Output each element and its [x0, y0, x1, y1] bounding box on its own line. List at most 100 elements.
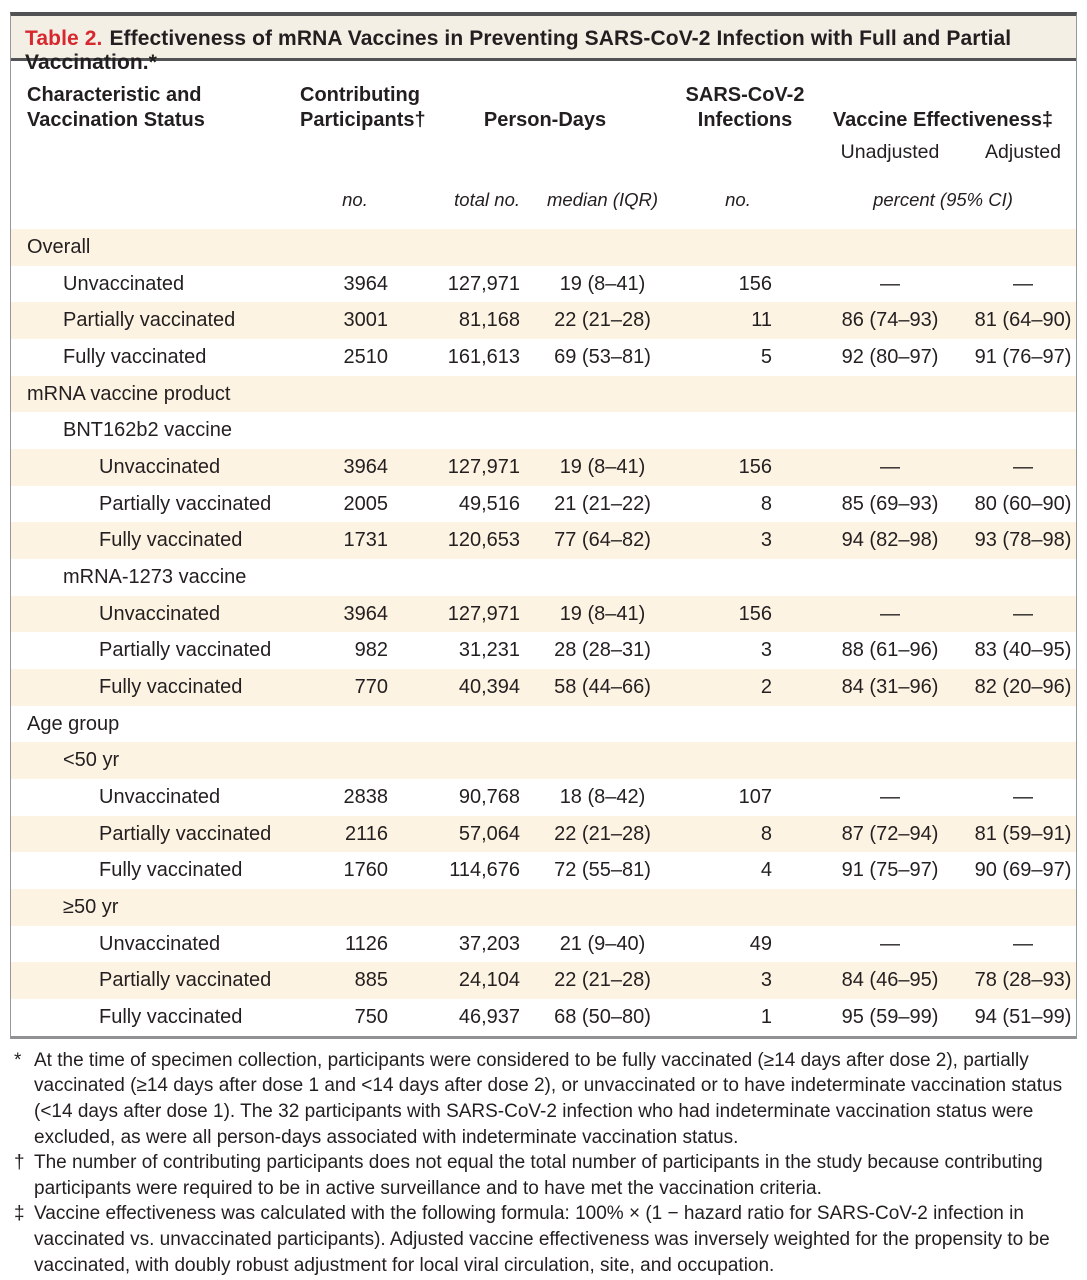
table-title-text: Effectiveness of mRNA Vaccines in Preven… — [25, 27, 1012, 74]
cell-person-days-median-iqr: 22 (21–28) — [554, 309, 651, 332]
table-row: Unvaccinated 3964 127,971 19 (8–41) 156 … — [11, 449, 1076, 486]
footnote-double-dagger: ‡ Vaccine effectiveness was calculated w… — [12, 1201, 1075, 1278]
cell-ve-unadjusted: — — [880, 455, 900, 478]
cell-ve-adjusted: 81 (64–90) — [974, 309, 1072, 332]
cell-contributing-participants: 1731 — [343, 529, 389, 552]
cell-contributing-participants: 982 — [354, 639, 388, 662]
cell-person-days-median-iqr: 58 (44–66) — [554, 675, 651, 698]
row-label: ≥50 yr — [63, 895, 119, 918]
col-subheader-unadjusted: Unadjusted — [840, 140, 940, 163]
cell-ve-unadjusted: 91 (75–97) — [841, 859, 939, 882]
cell-contributing-participants: 885 — [354, 969, 388, 992]
cell-contributing-participants: 770 — [354, 675, 388, 698]
cell-ve-adjusted: 93 (78–98) — [974, 529, 1072, 552]
cell-person-days-median-iqr: 69 (53–81) — [554, 345, 651, 368]
table-row: Partially vaccinated 2005 49,516 21 (21–… — [11, 486, 1076, 523]
cell-ve-adjusted: — — [1013, 602, 1033, 625]
cell-infections: 4 — [760, 859, 772, 882]
cell-person-days-total: 161,613 — [447, 345, 520, 368]
table-row: Fully vaccinated 770 40,394 58 (44–66) 2… — [11, 669, 1076, 706]
cell-person-days-total: 57,064 — [458, 822, 520, 845]
footnote-asterisk: * At the time of specimen collection, pa… — [12, 1048, 1075, 1150]
cell-person-days-median-iqr: 22 (21–28) — [554, 822, 651, 845]
row-label: Partially vaccinated — [99, 969, 272, 992]
cell-infections: 2 — [760, 675, 772, 698]
cell-person-days-total: 127,971 — [447, 272, 520, 295]
cell-ve-unadjusted: 85 (69–93) — [841, 492, 939, 515]
cell-ve-unadjusted: 94 (82–98) — [841, 529, 939, 552]
cell-person-days-median-iqr: 18 (8–42) — [559, 785, 646, 808]
cell-person-days-median-iqr: 77 (64–82) — [554, 529, 651, 552]
row-label: Fully vaccinated — [63, 345, 207, 368]
table-row: Unvaccinated 1126 37,203 21 (9–40) 49 — … — [11, 926, 1076, 963]
units-percent-ci: percent (95% CI) — [873, 189, 1013, 210]
row-label: Partially vaccinated — [99, 639, 272, 662]
units-infections-no: no. — [725, 189, 751, 210]
cell-contributing-participants: 2116 — [344, 822, 388, 845]
cell-person-days-total: 120,653 — [447, 529, 520, 552]
row-label: Unvaccinated — [99, 455, 221, 478]
header-row-sub: Unadjusted Adjusted — [11, 133, 1076, 171]
cell-person-days-median-iqr: 19 (8–41) — [559, 455, 646, 478]
table-row: Overall — [11, 229, 1076, 266]
cell-infections: 49 — [749, 932, 772, 955]
table2-box: Table 2. Effectiveness of mRNA Vaccines i… — [10, 12, 1077, 1039]
col-header-vaccine-effectiveness: Vaccine Effectiveness‡ — [832, 109, 1054, 131]
cell-infections: 8 — [760, 492, 772, 515]
table-row: Fully vaccinated 750 46,937 68 (50–80) 1… — [11, 999, 1076, 1036]
cell-contributing-participants: 2510 — [343, 345, 389, 368]
cell-ve-unadjusted: — — [880, 785, 900, 808]
cell-person-days-median-iqr: 19 (8–41) — [559, 602, 646, 625]
cell-person-days-total: 49,516 — [458, 492, 520, 515]
row-label: Partially vaccinated — [99, 492, 272, 515]
row-label: mRNA vaccine product — [27, 382, 231, 405]
row-label: Partially vaccinated — [63, 309, 236, 332]
cell-ve-adjusted: 94 (51–99) — [974, 1005, 1072, 1028]
cell-infections: 156 — [738, 272, 772, 295]
row-label: Fully vaccinated — [99, 529, 243, 552]
table-row: Partially vaccinated 982 31,231 28 (28–3… — [11, 632, 1076, 669]
cell-ve-unadjusted: 84 (31–96) — [841, 675, 939, 698]
cell-ve-unadjusted: 84 (46–95) — [841, 969, 939, 992]
row-label: Partially vaccinated — [99, 822, 272, 845]
cell-person-days-total: 31,231 — [458, 639, 520, 662]
footnote-dagger: † The number of contributing participant… — [12, 1150, 1075, 1201]
table-row: BNT162b2 vaccine — [11, 412, 1076, 449]
cell-ve-adjusted: — — [1013, 932, 1033, 955]
cell-ve-adjusted: 78 (28–93) — [974, 969, 1072, 992]
cell-contributing-participants: 750 — [354, 1005, 388, 1028]
table-title: Table 2. Effectiveness of mRNA Vaccines i… — [11, 16, 1076, 74]
footnotes: * At the time of specimen collection, pa… — [12, 1048, 1075, 1278]
cell-person-days-total: 127,971 — [447, 602, 520, 625]
col-subheader-adjusted: Adjusted — [985, 140, 1061, 163]
col-header-characteristic: Characteristic and Vaccination Status — [27, 84, 205, 131]
cell-infections: 156 — [738, 602, 772, 625]
table-row: Age group — [11, 706, 1076, 743]
row-label: Fully vaccinated — [99, 1005, 243, 1028]
cell-person-days-total: 46,937 — [458, 1005, 520, 1028]
table-row: Fully vaccinated 1760 114,676 72 (55–81)… — [11, 852, 1076, 889]
header-row-units: no. total no. median (IQR) no. percent (… — [11, 171, 1076, 229]
table-body: Overall Unvaccinated 3964 127,971 19 (8–… — [11, 229, 1076, 1039]
cell-infections: 8 — [760, 822, 772, 845]
row-label: Age group — [27, 712, 120, 735]
cell-infections: 3 — [760, 529, 772, 552]
table-row: Partially vaccinated 2116 57,064 22 (21–… — [11, 815, 1076, 853]
cell-ve-unadjusted: 86 (74–93) — [841, 309, 939, 332]
cell-infections: 3 — [760, 639, 772, 662]
cell-ve-adjusted: — — [1013, 272, 1033, 295]
footnote-text: The number of contributing participants … — [34, 1152, 1043, 1199]
table-header: Characteristic and Vaccination Status Co… — [11, 61, 1076, 229]
row-label: Unvaccinated — [99, 602, 221, 625]
table-row: Unvaccinated 3964 127,971 19 (8–41) 156 … — [11, 266, 1076, 303]
cell-person-days-median-iqr: 21 (9–40) — [559, 932, 646, 955]
table-number-label: Table 2. — [25, 27, 103, 50]
cell-ve-unadjusted: — — [880, 602, 900, 625]
footnote-marker: † — [14, 1152, 25, 1174]
footnote-marker: ‡ — [14, 1203, 25, 1225]
cell-contributing-participants: 2838 — [343, 785, 389, 808]
cell-person-days-median-iqr: 68 (50–80) — [554, 1005, 651, 1028]
cell-infections: 156 — [738, 455, 772, 478]
cell-ve-unadjusted: 92 (80–97) — [841, 345, 939, 368]
